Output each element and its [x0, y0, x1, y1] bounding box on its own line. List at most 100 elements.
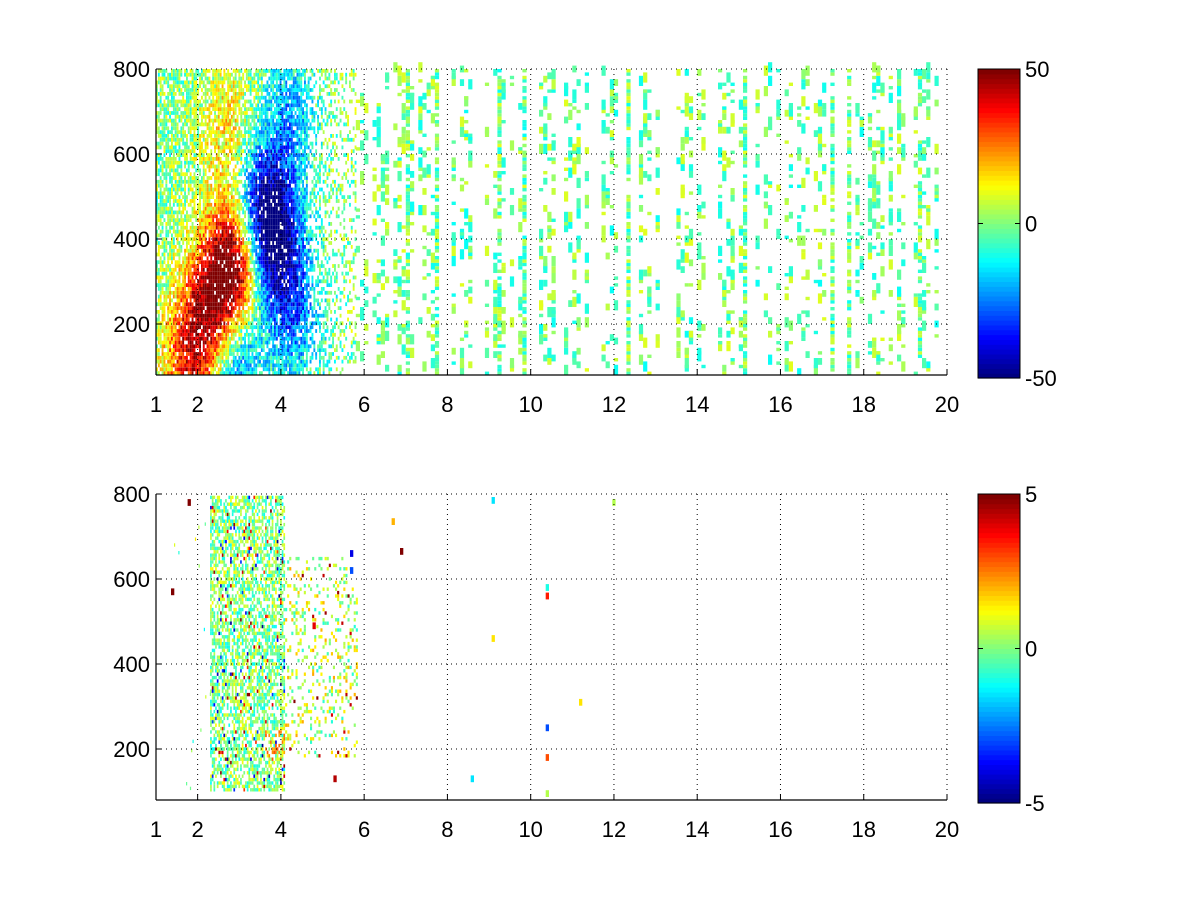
heatmap-cell	[229, 149, 231, 154]
heatmap-cell	[193, 88, 196, 92]
heatmap-cell	[260, 80, 263, 85]
heatmap-cell	[272, 126, 275, 131]
heatmap-cell	[171, 329, 173, 333]
heatmap-cell	[253, 199, 256, 203]
heatmap-cell	[187, 160, 190, 165]
heatmap-cell	[244, 160, 246, 165]
heatmap-cell	[281, 168, 284, 173]
heatmap-cell	[285, 141, 288, 146]
heatmap-cell	[242, 210, 245, 215]
heatmap-cell	[182, 137, 185, 142]
heatmap-cell	[260, 111, 263, 115]
heatmap-cell	[238, 214, 241, 219]
heatmap-cell	[230, 187, 233, 192]
heatmap-cell	[234, 179, 237, 184]
heatmap-cell	[202, 348, 205, 352]
heatmap-cell	[272, 76, 275, 81]
heatmap-cell	[217, 183, 220, 188]
heatmap-cell	[245, 298, 248, 303]
heatmap-cell	[255, 137, 258, 142]
heatmap-cell	[202, 267, 205, 272]
heatmap-cell	[285, 294, 288, 299]
heatmap-cell	[292, 92, 295, 96]
heatmap-cell	[234, 141, 237, 146]
heatmap-cell	[274, 371, 276, 375]
heatmap-cell	[283, 225, 286, 230]
heatmap-cell	[292, 275, 295, 280]
heatmap-cell	[290, 202, 293, 207]
heatmap-cell	[214, 233, 216, 238]
heatmap-cell	[245, 72, 248, 77]
heatmap-cell	[287, 340, 289, 345]
heatmap-cell	[253, 317, 256, 322]
heatmap-cell	[225, 256, 228, 261]
heatmap-cell	[180, 69, 183, 73]
heatmap-cell	[195, 111, 198, 115]
heatmap-cell	[292, 76, 295, 81]
heatmap-cell	[272, 95, 275, 100]
heatmap-cell	[178, 321, 181, 326]
heatmap-cell	[262, 206, 265, 211]
heatmap-cell	[217, 283, 220, 287]
heatmap-cell	[249, 69, 252, 73]
heatmap-cell	[240, 310, 243, 314]
heatmap-cell	[161, 225, 164, 230]
heatmap-cell	[187, 164, 190, 169]
heatmap-cell	[221, 233, 224, 238]
heatmap-cell	[257, 264, 260, 268]
heatmap-cell	[219, 271, 222, 276]
heatmap-cell	[257, 99, 260, 104]
heatmap-cell	[285, 245, 288, 249]
heatmap-cell	[159, 245, 162, 249]
heatmap-cell	[266, 107, 269, 111]
heatmap-cell	[195, 306, 198, 310]
heatmap-cell	[245, 325, 248, 330]
heatmap-cell	[245, 363, 248, 368]
heatmap-cell	[229, 290, 231, 295]
heatmap-cell	[236, 367, 239, 372]
heatmap-cell	[174, 114, 177, 119]
heatmap-cell	[212, 69, 215, 73]
heatmap-cell	[290, 279, 293, 284]
heatmap-cell	[234, 348, 237, 352]
heatmap-cell	[217, 153, 220, 157]
heatmap-cell	[223, 290, 226, 295]
heatmap-cell	[262, 336, 265, 341]
heatmap-cell	[208, 80, 211, 85]
heatmap-cell	[195, 176, 198, 180]
heatmap-cell	[189, 329, 192, 333]
heatmap-cell	[157, 275, 160, 280]
heatmap-cell	[230, 214, 233, 219]
heatmap-cell	[253, 332, 256, 337]
heatmap-cell	[292, 118, 295, 123]
heatmap-cell	[266, 137, 269, 142]
heatmap-cell	[219, 218, 222, 222]
heatmap-cell	[157, 352, 160, 356]
heatmap-cell	[257, 363, 260, 368]
heatmap-cell	[238, 153, 241, 157]
heatmap-cell	[167, 149, 170, 154]
heatmap-cell	[262, 160, 265, 165]
heatmap-cell	[214, 92, 216, 96]
heatmap-cell	[236, 145, 239, 150]
heatmap-cell	[255, 72, 258, 77]
heatmap-cell	[275, 355, 278, 360]
heatmap-cell	[260, 149, 263, 154]
heatmap-cell	[201, 80, 203, 85]
heatmap-cell	[268, 332, 271, 337]
heatmap-cell	[169, 329, 171, 333]
heatmap-cell	[161, 264, 164, 268]
heatmap-cell	[236, 222, 239, 226]
heatmap-cell	[268, 325, 271, 330]
heatmap-cell	[268, 130, 271, 134]
heatmap-cell	[191, 214, 194, 219]
heatmap-cell	[292, 84, 295, 89]
heatmap-cell	[232, 332, 235, 337]
heatmap-cell	[212, 187, 215, 192]
heatmap-cell	[253, 306, 256, 310]
heatmap-cell	[240, 287, 243, 291]
heatmap-cell	[225, 187, 228, 192]
heatmap-cell	[285, 114, 288, 119]
heatmap-cell	[217, 130, 220, 134]
heatmap-cell	[217, 252, 220, 257]
